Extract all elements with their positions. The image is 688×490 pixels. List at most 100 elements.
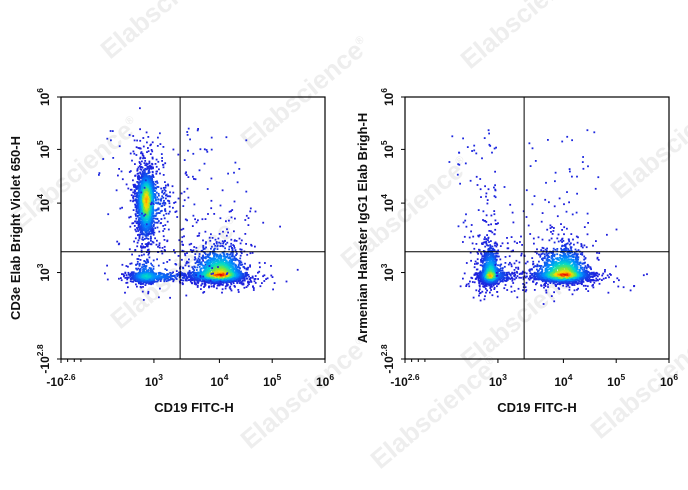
data-point [222,284,224,286]
data-point [138,195,140,197]
data-point [143,189,145,192]
data-point [137,147,140,149]
data-point [153,183,155,185]
data-point [187,196,190,199]
data-point [142,194,144,197]
data-point [152,188,155,191]
data-point [252,285,254,288]
data-point [151,200,153,202]
data-point [147,215,150,218]
data-point [133,189,136,192]
data-point [196,266,199,269]
data-point [187,176,190,178]
data-point [146,192,149,195]
data-point [176,216,179,218]
data-point [142,174,144,177]
data-point [146,163,149,165]
data-point [246,277,248,280]
data-point [211,245,213,248]
data-point [150,177,152,180]
data-point [142,224,144,227]
data-point [249,279,252,282]
data-point [233,280,236,282]
data-point [138,233,141,236]
data-point [121,263,124,266]
data-point [130,271,133,274]
data-point [150,182,153,184]
data-point [140,202,143,204]
data-point [143,225,146,228]
data-point [143,200,146,202]
data-point [146,187,149,189]
data-point [213,213,216,215]
data-point [194,256,196,259]
data-point [139,147,142,150]
data-point [142,228,144,231]
data-point [150,143,152,146]
data-point [270,265,272,267]
data-point [135,230,138,233]
data-point [157,186,160,188]
data-point [143,188,146,190]
data-point [188,258,190,261]
data-point [207,213,209,215]
data-point [129,225,132,228]
data-point [140,187,143,190]
data-point [172,191,175,194]
data-point [221,288,224,291]
data-point [151,150,154,153]
data-point [138,182,140,185]
data-point [145,173,148,175]
data-point [135,214,137,217]
data-point [132,179,134,182]
data-point [144,191,146,193]
data-point [148,198,150,200]
data-point [252,289,255,291]
data-point [143,217,146,220]
data-point [143,169,146,172]
data-point [142,137,145,139]
data-point [136,207,139,209]
data-point [167,212,170,215]
data-point [150,185,153,188]
data-point [204,263,207,266]
data-point [249,210,252,213]
data-point [253,280,256,283]
data-point [259,266,261,269]
data-point [150,232,152,235]
data-point [128,171,131,173]
data-point [140,168,143,171]
data-point [136,169,139,172]
data-point [144,223,147,225]
data-point [222,260,225,263]
data-point [156,226,159,229]
data-point [174,211,177,213]
data-point [254,245,256,248]
data-point [233,285,236,287]
data-point [133,186,136,188]
data-point [135,186,137,189]
data-point [149,226,152,229]
data-point [151,210,154,213]
data-point [151,231,154,234]
data-point [142,192,145,195]
data-point [176,273,179,275]
data-point [202,245,205,247]
data-point [136,204,139,207]
data-point [197,282,199,284]
data-point [195,269,198,271]
data-point [194,257,197,260]
data-point [197,280,199,283]
data-point [144,229,146,232]
data-point [143,233,146,236]
data-point [132,195,135,197]
data-point [184,172,187,175]
data-point [121,206,123,209]
data-point [140,208,143,211]
data-point [140,210,143,212]
data-point [235,240,238,242]
data-point [251,275,254,278]
data-point [144,167,147,170]
data-point [266,277,269,280]
data-point [150,149,153,151]
